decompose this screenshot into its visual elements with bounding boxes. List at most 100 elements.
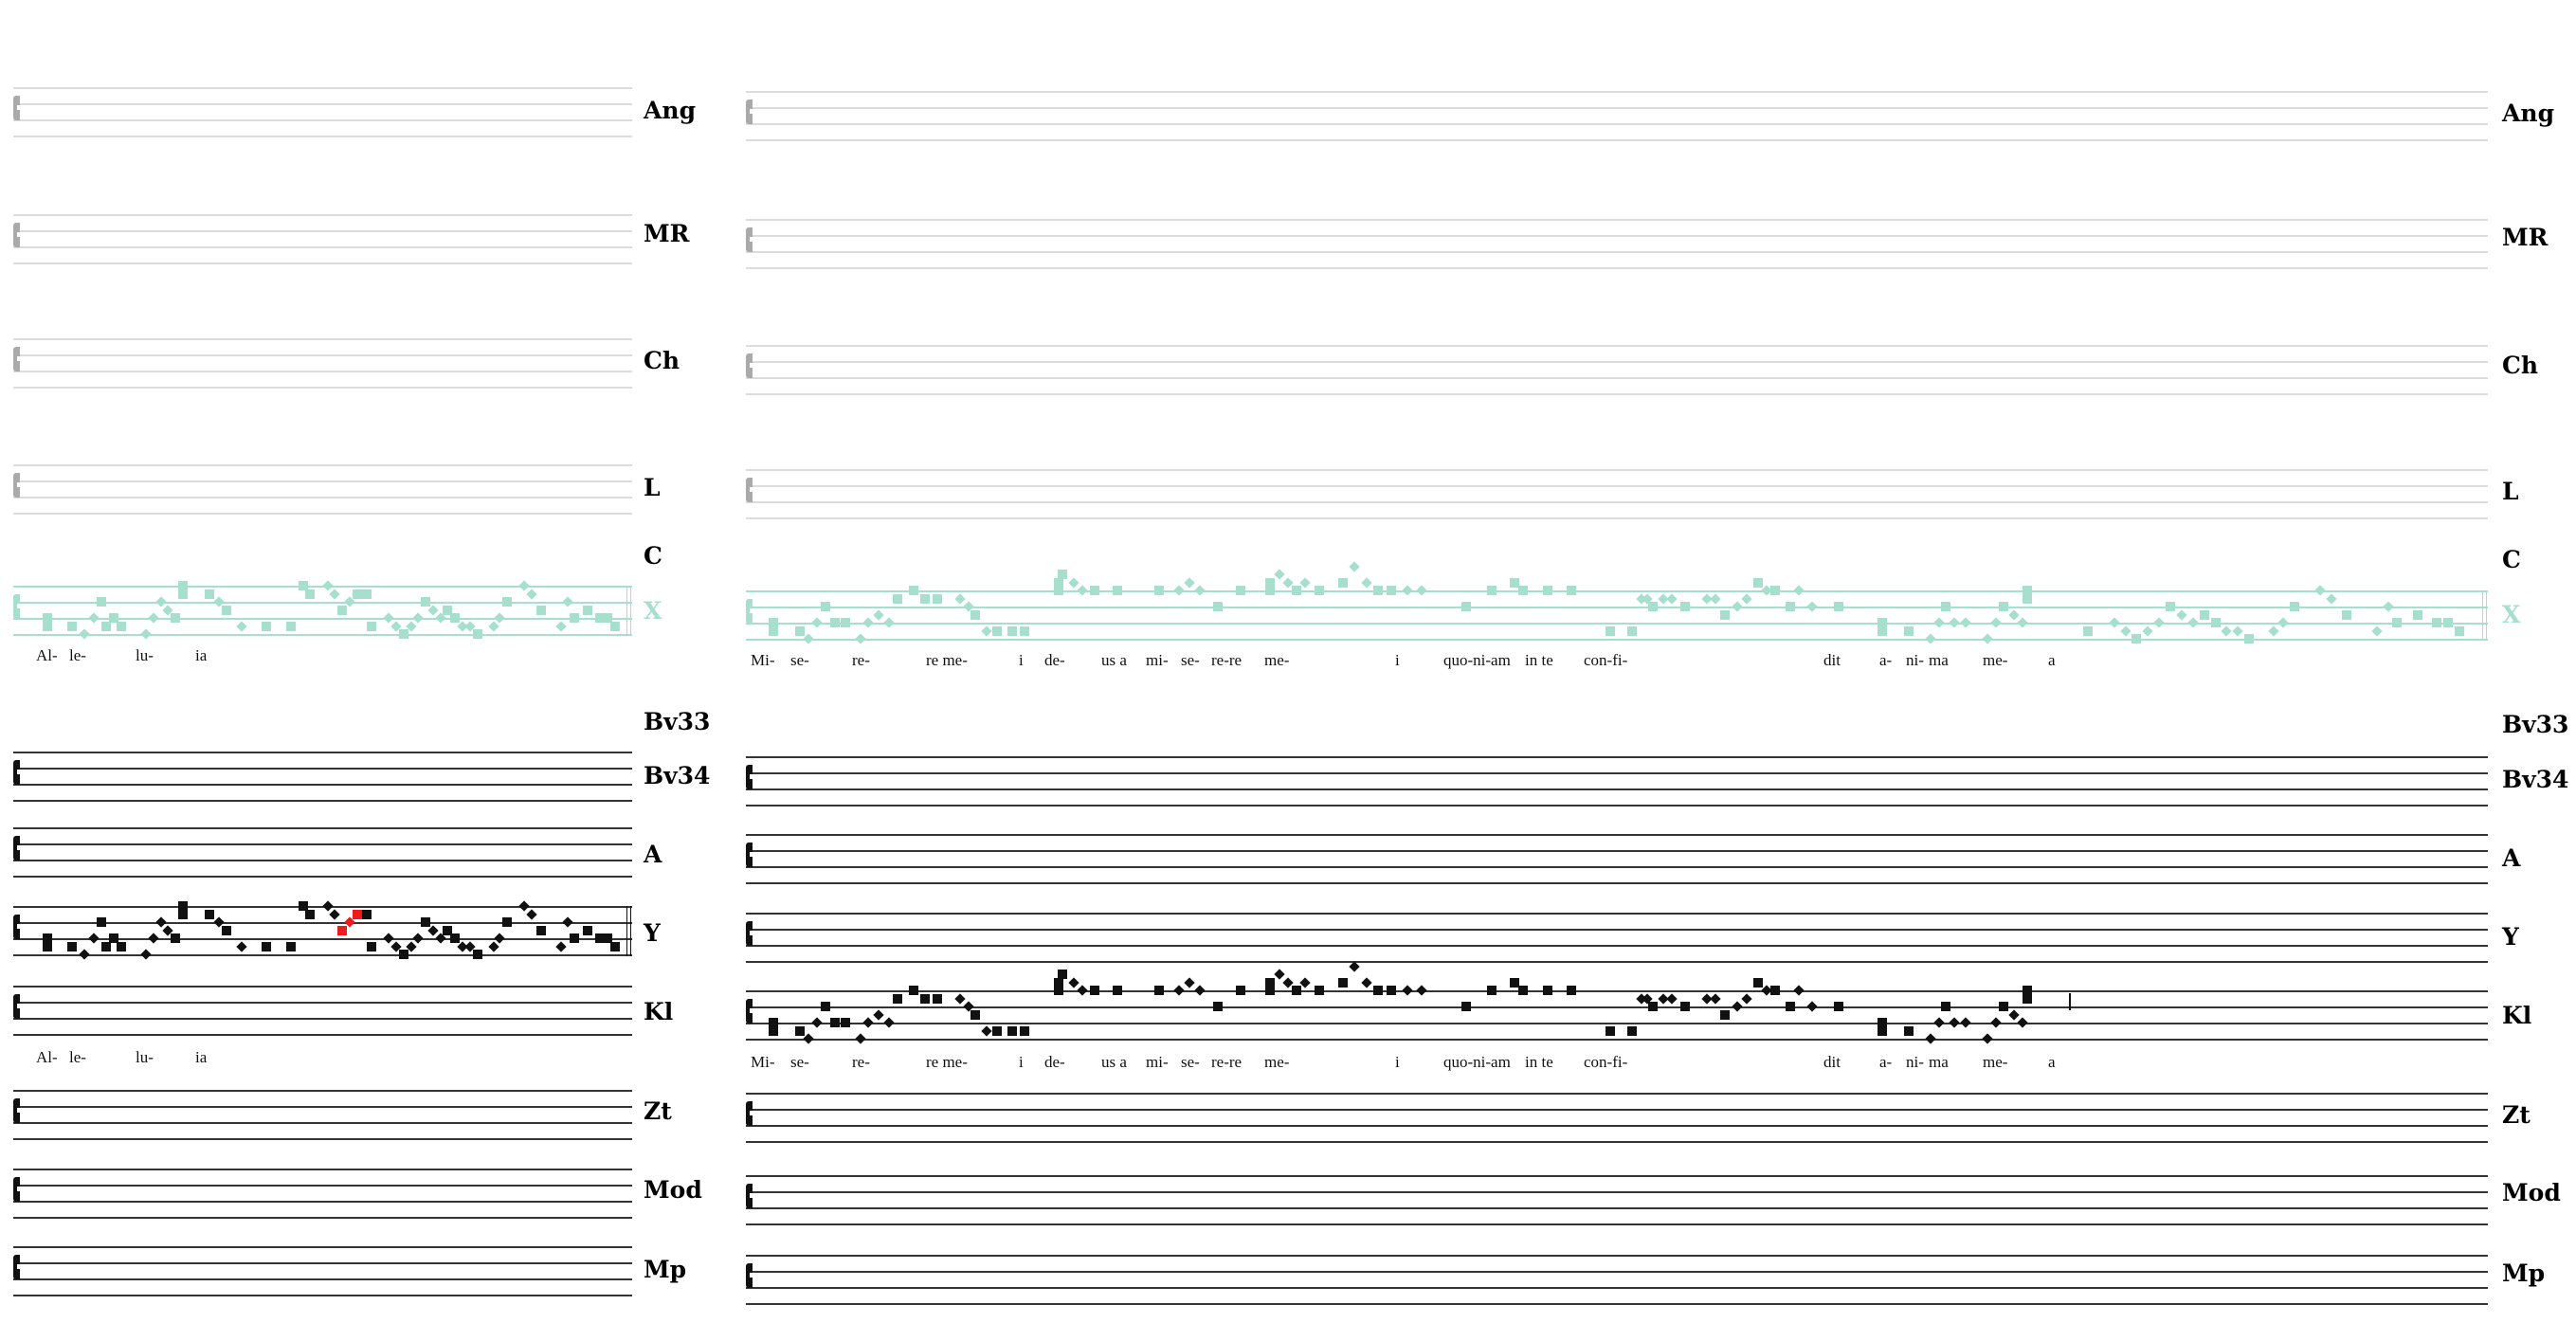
neume-punctum [222,605,232,615]
staff-line [746,107,2488,109]
double-barline [2482,590,2483,641]
neume-punctum [1373,986,1384,995]
lyric-syllable: in te [1525,651,1553,669]
staff-line [746,345,2488,347]
neume-punctum [1212,602,1223,611]
staff-line [13,354,632,356]
neume-punctum [1053,986,1063,995]
c-clef-icon [13,1177,23,1202]
staff-line [13,800,632,802]
staff-label-y: Y [2502,923,2519,951]
neume-punctum [421,917,431,927]
staff-line [746,123,2488,125]
neume-punctum [991,625,1002,636]
neume-punctum [205,589,215,599]
lyric-syllable: me- [1983,651,2008,669]
neume-punctum [205,909,215,919]
neume-diamond [147,933,159,944]
c-clef-icon [13,836,23,861]
neume-diamond [140,949,152,960]
neume-diamond [2017,1017,2028,1028]
staff-line [13,497,632,498]
neume-diamond [155,916,167,928]
neume-punctum [908,986,918,995]
neume-punctum [1053,586,1063,595]
staff-line [13,986,632,988]
neume-punctum [352,909,362,919]
staff-line [746,866,2488,868]
neume-punctum [595,613,606,623]
neume-punctum [472,629,482,639]
staff-line [746,961,2488,963]
neume-punctum [1338,977,1349,988]
neume-punctum [583,925,593,935]
c-clef-icon [13,994,23,1019]
neume-punctum [2342,609,2352,620]
lyric-syllable: a [2048,1053,2056,1071]
neume-punctum [298,901,308,911]
neume-punctum [595,933,606,943]
neume-punctum [261,621,271,631]
neume-punctum [1090,586,1100,595]
lyric-syllable: dit [1823,1053,1841,1071]
neume-diamond [1173,985,1185,996]
neume-diamond [1184,976,1195,988]
neume-diamond [487,620,499,632]
neume-punctum [285,941,296,951]
neume-punctum [1315,986,1325,995]
lyric-syllable: ma [1929,651,1949,669]
neume-punctum [569,613,579,623]
staff-line [13,513,632,515]
staff-line [13,1278,632,1280]
lyric-syllable: lu- [136,1048,154,1066]
neume-punctum [840,1018,850,1027]
neume-diamond [954,992,966,1005]
staff-line [746,267,2488,269]
lyric-syllable: a [2048,651,2056,669]
neume-diamond [873,608,884,621]
staff-line [746,1191,2488,1193]
neume-punctum [970,1009,980,1020]
staff-line [746,1023,2488,1024]
neume-punctum [1833,602,1843,611]
neume-diamond [2277,617,2289,628]
staff-line [746,945,2488,947]
neume-punctum [2022,586,2032,595]
neume-punctum [1487,586,1497,595]
neume-punctum [1785,1002,1795,1011]
neume-diamond [862,1017,874,1028]
neume-punctum [1460,1002,1471,1011]
staff-line [746,623,2488,625]
neume-punctum [367,941,377,951]
neume-punctum [398,629,408,639]
neume-diamond [1732,601,1744,612]
staff-line [13,1018,632,1020]
neume-punctum [1235,986,1245,995]
staff-line [13,768,632,770]
neume-diamond [1710,592,1721,605]
staff-line [13,1002,632,1004]
neume-punctum [2022,986,2032,995]
neume-punctum [1542,986,1552,995]
staff-line [746,756,2488,758]
staff-label-ch: Ch [644,347,680,374]
neume-punctum [1265,586,1276,595]
neume-punctum [1212,1002,1223,1011]
staff-line [13,1201,632,1203]
staff-label-l: L [2502,478,2519,505]
lyric-syllable: us a [1101,1053,1127,1071]
neume-punctum [285,621,296,631]
lyric-syllable: quo-ni-am [1443,1053,1511,1071]
neume-diamond [2008,1008,2020,1021]
lyric-syllable: i [1395,1053,1400,1071]
neume-diamond [1793,985,1805,996]
staff-line [746,1039,2488,1041]
double-barline [630,586,631,636]
neume-diamond [1416,985,1428,996]
staff-line [746,1093,2488,1095]
staff-label-kl: Kl [644,998,674,1025]
neume-punctum [361,589,372,599]
c-clef-icon [13,915,23,939]
lyric-syllable: ma [1929,1053,1949,1071]
staff-line [13,938,632,940]
